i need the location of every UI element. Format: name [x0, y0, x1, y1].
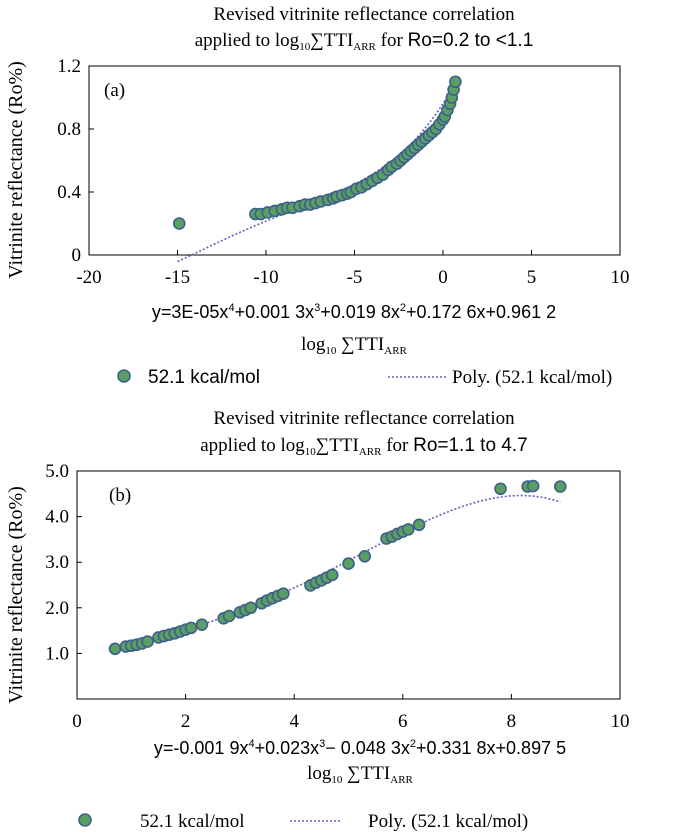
y-tick-label: 0: [72, 245, 82, 266]
chart-b-y-axis-label: Vitrinite reflectance (Ro%): [5, 486, 27, 704]
data-point: [141, 635, 154, 648]
data-point: [222, 609, 236, 623]
chart-a-plot-area: [88, 65, 621, 256]
y-tick-label: 3.0: [45, 552, 69, 573]
y-tick-label: 0.4: [57, 182, 81, 203]
data-point: [325, 568, 339, 582]
data-point: [358, 549, 372, 563]
data-point: [195, 618, 209, 631]
chart-b-equation: y=-0.001 9x4+0.023x3− 0.048 3x2+0.331 8x…: [154, 738, 566, 758]
chart-a-legend-trend: Poly. (52.1 kcal/mol): [452, 367, 612, 388]
data-point: [184, 621, 198, 635]
y-tick-label: 4.0: [45, 507, 69, 528]
x-tick-label: -15: [165, 267, 190, 288]
data-point: [526, 479, 540, 493]
chart-b-x-tick-labels: 0 2 4 6 8 10: [72, 711, 629, 732]
chart-a-title-line2: applied to log10∑TTIARR for Ro=0.2 to <1…: [195, 30, 534, 53]
y-tick-label: 1.2: [57, 56, 81, 77]
x-tick-label: 0: [438, 267, 448, 288]
chart-b-legend: 52.1 kcal/mol Poly. (52.1 kcal/mol): [78, 811, 528, 832]
chart-b-points: [108, 479, 567, 656]
chart-b-panel-label: (b): [109, 485, 131, 506]
chart-b-legend-marker: [78, 813, 92, 827]
chart-b-legend-trend: Poly. (52.1 kcal/mol): [368, 811, 528, 832]
x-tick-label: -20: [76, 267, 101, 288]
y-tick-label: 2.0: [45, 598, 69, 619]
y-tick-label: 0.8: [57, 119, 81, 140]
chart-a-y-tick-labels: 0 0.4 0.8 1.2: [57, 56, 81, 266]
chart-b-ticks: [76, 470, 621, 699]
y-tick-label: 1.0: [45, 643, 69, 664]
x-tick-label: 6: [398, 711, 408, 732]
chart-a-trendline: [177, 82, 457, 263]
chart-b-title-line2: applied to log10∑TTIARR for Ro=1.1 to 4.…: [200, 435, 527, 458]
data-point: [449, 75, 462, 89]
chart-b-legend-series: 52.1 kcal/mol: [140, 811, 244, 832]
chart-a-legend-marker: [117, 369, 131, 383]
x-tick-label: 8: [507, 711, 517, 732]
x-tick-label: 10: [611, 267, 630, 288]
x-tick-label: 10: [611, 711, 630, 732]
chart-a-legend: 52.1 kcal/mol Poly. (52.1 kcal/mol): [117, 367, 612, 388]
chart-b-x-axis-label: log10 ∑TTIARR: [307, 763, 413, 786]
x-tick-label: 5: [527, 267, 537, 288]
x-tick-label: 0: [72, 711, 82, 732]
data-point: [412, 518, 426, 532]
chart-a-title-line1: Revised vitrinite reflectance correlatio…: [213, 4, 515, 25]
chart-a-x-axis-label: log10 ∑TTIARR: [301, 334, 407, 357]
data-point: [244, 601, 258, 615]
data-point: [553, 480, 567, 493]
x-tick-label: 2: [181, 711, 191, 732]
chart-a: Revised vitrinite reflectance correlatio…: [5, 4, 630, 388]
chart-a-ticks: [88, 65, 621, 256]
chart-b-y-tick-labels: 1.0 2.0 3.0 4.0 5.0: [45, 461, 69, 664]
chart-a-points: [172, 75, 462, 230]
data-point: [108, 642, 122, 656]
x-tick-label: 4: [289, 711, 299, 732]
x-tick-label: -10: [253, 267, 278, 288]
chart-b-title-line1: Revised vitrinite reflectance correlatio…: [213, 408, 515, 429]
x-tick-label: -5: [347, 267, 363, 288]
chart-b: Revised vitrinite reflectance correlatio…: [5, 408, 630, 832]
chart-a-x-tick-labels: -20 -15 -10 -5 0 5 10: [76, 267, 629, 288]
y-tick-label: 5.0: [45, 461, 69, 482]
data-point: [401, 523, 415, 536]
chart-b-plot-area: [76, 470, 621, 700]
data-point: [342, 557, 355, 570]
chart-a-equation: y=3E-05x4+0.001 3x3+0.019 8x2+0.172 6x+0…: [152, 302, 556, 322]
data-point: [172, 217, 186, 230]
chart-a-legend-series: 52.1 kcal/mol: [148, 367, 260, 388]
chart-a-y-axis-label: Vitrinite reflectance (Ro%): [5, 61, 27, 279]
data-point: [494, 482, 507, 496]
chart-a-panel-label: (a): [104, 80, 125, 101]
data-point: [277, 587, 290, 600]
